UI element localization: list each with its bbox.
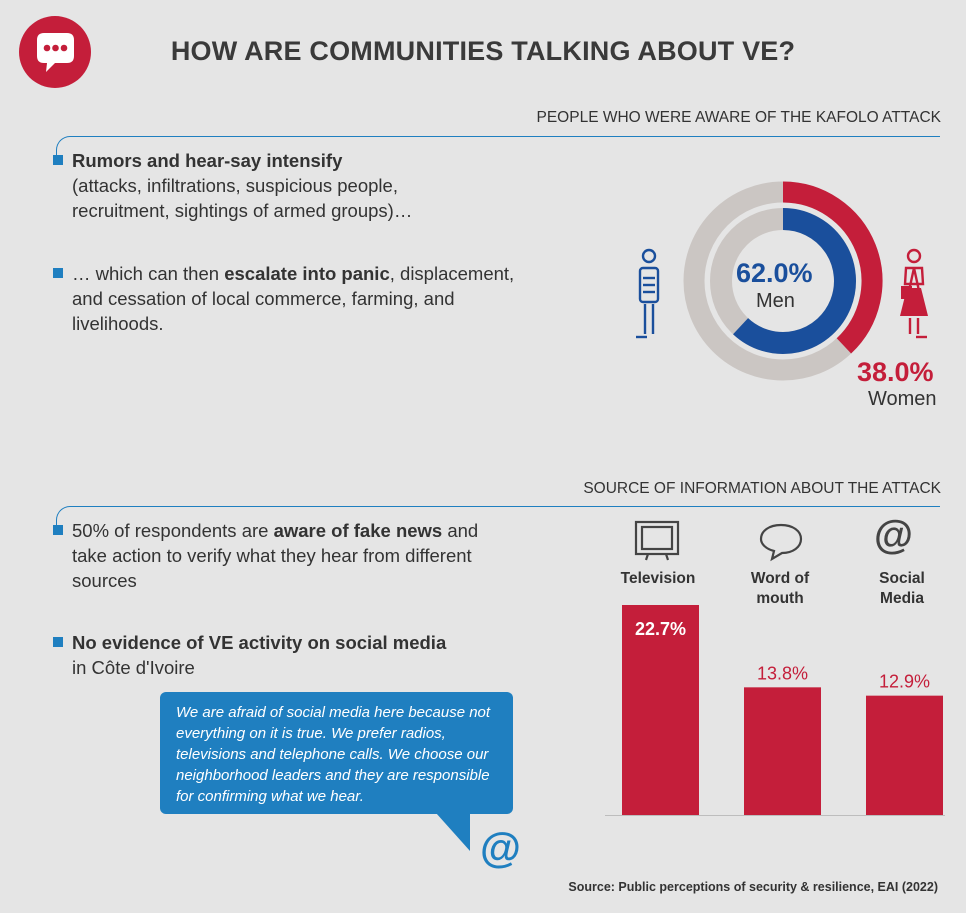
quote-text: We are afraid of social media here becau… — [176, 704, 491, 805]
bullet-escalate-post: , displacement, and cessation of local c… — [72, 263, 515, 334]
bullet-social-media-text: in Côte d'Ivoire — [72, 657, 195, 678]
category-label-social-media: Social Media — [852, 569, 952, 609]
men-percent-label: 62.0% — [736, 258, 813, 288]
section-bracket-source — [56, 506, 940, 530]
bullet-social-media-bold: No evidence of VE activity on social med… — [72, 632, 447, 653]
bullet-marker — [53, 268, 63, 278]
bullet-marker — [53, 155, 63, 165]
women-label: Women — [868, 388, 937, 410]
bullet-fake-news: 50% of respondents are aware of fake new… — [53, 518, 502, 593]
woman-figure-icon — [900, 248, 928, 339]
source-note: Source: Public perceptions of security &… — [568, 880, 938, 894]
bullet-escalate-pre: … which can then — [72, 263, 225, 284]
page-title: HOW ARE COMMUNITIES TALKING ABOUT VE? — [170, 36, 796, 66]
donut-slice-women — [782, 181, 883, 354]
bar-value-label: 12.9% — [879, 672, 930, 692]
at-sign-icon: @ — [874, 513, 914, 557]
bar-social-media — [866, 695, 943, 815]
category-label-line: Media — [880, 590, 924, 607]
category-label-line: Word of — [750, 570, 810, 587]
bullet-fake-news-pre: 50% of respondents are — [72, 520, 274, 541]
section-heading-source: SOURCE OF INFORMATION ABOUT THE ATTACK — [583, 480, 941, 497]
quote-bubble-tail — [436, 813, 470, 851]
donut-chart — [683, 181, 883, 381]
women-percent-label: 38.0% — [857, 357, 934, 387]
speech-bubble-ellipsis-icon — [19, 16, 91, 88]
bullet-marker — [53, 637, 63, 647]
section-bracket-awareness — [56, 136, 940, 160]
bar-chart: 22.7% 13.8% 12.9% — [605, 605, 945, 816]
at-sign-icon: @ — [480, 824, 521, 871]
category-label-word-of-mouth: Word of mouth — [730, 569, 830, 609]
bar-value-label: 22.7% — [635, 619, 686, 639]
television-icon — [634, 520, 680, 561]
men-label: Men — [756, 290, 795, 312]
category-label-television: Television — [608, 569, 708, 589]
speech-bubble-icon — [759, 523, 803, 562]
category-label-line: mouth — [756, 590, 804, 607]
donut-slice-men — [733, 208, 856, 354]
bullet-rumors: Rumors and hear-say intensify (attacks, … — [53, 148, 492, 223]
bullet-social-media: No evidence of VE activity on social med… — [53, 630, 502, 680]
bullet-rumors-bold: Rumors and hear-say intensify — [72, 150, 343, 171]
category-label-line: Social — [879, 570, 925, 587]
section-heading-awareness: PEOPLE WHO WERE AWARE OF THE KAFOLO ATTA… — [536, 109, 942, 126]
bullet-fake-news-post: and take action to verify what they hear… — [72, 520, 479, 591]
quote-bubble: We are afraid of social media here becau… — [160, 692, 513, 814]
bullet-escalate: … which can then escalate into panic, di… — [53, 261, 517, 336]
bullet-escalate-bold: escalate into panic — [224, 263, 390, 284]
bar-value-label: 13.8% — [757, 663, 808, 683]
bullet-rumors-text: (attacks, infiltrations, suspicious peop… — [72, 175, 413, 221]
bullet-fake-news-bold: aware of fake news — [273, 520, 443, 541]
bullet-marker — [53, 525, 63, 535]
bar-television — [622, 605, 699, 815]
man-figure-icon — [636, 248, 660, 339]
bar-word-of-mouth — [744, 687, 821, 815]
category-label-line: Television — [620, 570, 696, 587]
